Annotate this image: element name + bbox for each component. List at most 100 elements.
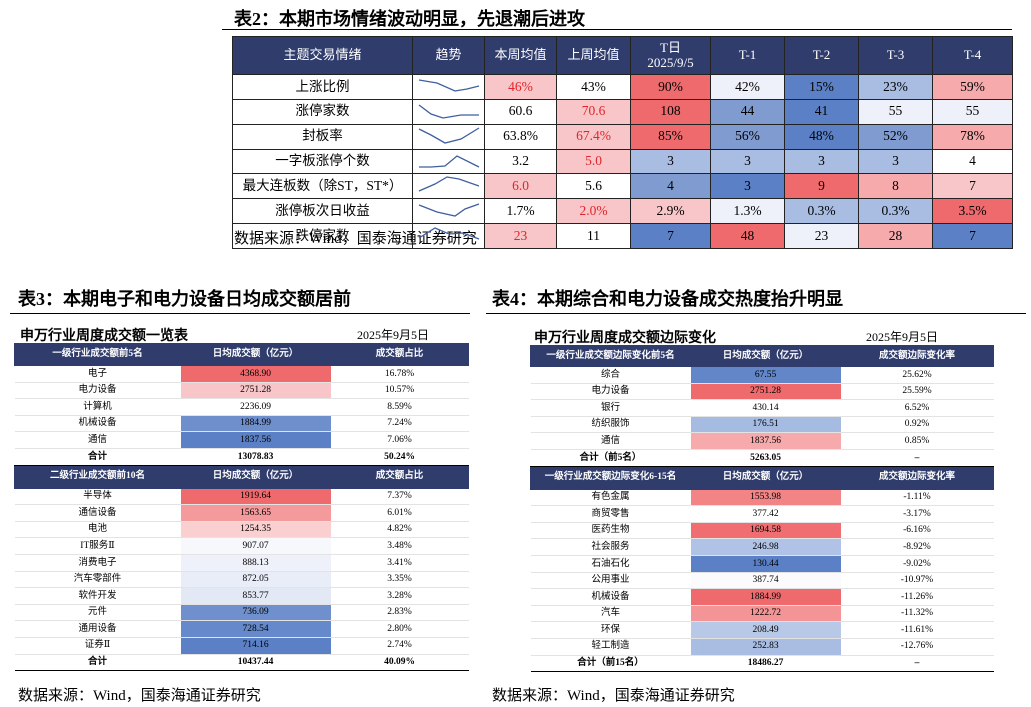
- header-cell: 日均成交额（亿元）: [690, 465, 841, 490]
- date: 2025年9月5日: [866, 330, 939, 344]
- row: 半导体 1919.64 7.37%: [14, 488, 469, 506]
- header-row: 一级行业成交额边际变化前5名 日均成交额（亿元） 成交额边际变化率: [530, 345, 994, 367]
- value-cell: 176.51: [690, 416, 841, 434]
- value-cell: 23: [784, 223, 859, 249]
- row: 上涨比例 46% 43% 90% 42% 15% 23% 59%: [232, 74, 1013, 100]
- value-cell: 0.3%: [784, 198, 859, 225]
- source: 数据来源：Wind，国泰海通证券研究: [18, 688, 261, 704]
- header-cell: 上周均值: [556, 36, 631, 75]
- value-cell: 4: [630, 173, 711, 200]
- header-cell: T-2: [784, 36, 859, 75]
- header-row: 二级行业成交额前10名 日均成交额（亿元） 成交额占比: [14, 464, 469, 489]
- rule: [10, 313, 470, 314]
- row: 综合 67.55 25.62%: [530, 366, 994, 384]
- value-cell: 1254.35: [180, 521, 331, 539]
- row: 有色金属 1553.98 -1.11%: [530, 489, 994, 507]
- value-cell: 2.80%: [330, 620, 469, 638]
- row-label: 汽车零部件: [14, 571, 181, 589]
- total-row: 合计（前5名） 5263.05–: [530, 449, 994, 467]
- trend-line: [418, 203, 479, 217]
- value-cell: 15%: [784, 74, 859, 100]
- value-cell: 25.62%: [840, 366, 994, 384]
- header-cell: 一级行业成交额边际变化6-15名: [530, 465, 691, 490]
- row-label: 消费电子: [14, 554, 181, 572]
- row: 跌停家数 23 11 7 48 23 28 7: [232, 223, 1013, 249]
- value-cell: 3.41%: [330, 554, 469, 572]
- row-label: 综合: [530, 366, 691, 384]
- row: 软件开发 853.77 3.28%: [14, 587, 469, 605]
- value-cell: 1.7%: [484, 198, 557, 225]
- caption: 申万行业周度成交额边际变化: [534, 331, 716, 346]
- value-cell: 1884.99: [690, 588, 841, 606]
- row: 证券Ⅱ 714.16 2.74%: [14, 637, 469, 655]
- value-cell: 2.74%: [330, 637, 469, 655]
- row-label: 电池: [14, 521, 181, 539]
- header-cell: 成交额占比: [330, 343, 469, 366]
- value-cell: –: [840, 655, 994, 673]
- row: 社会服务 246.98 -8.92%: [530, 538, 994, 556]
- row-label: 一字板涨停个数: [232, 148, 413, 175]
- value-cell: 23: [484, 223, 557, 249]
- value-cell: 18486.27: [690, 655, 841, 673]
- trend-line: [418, 176, 479, 192]
- value-cell: 0.92%: [840, 416, 994, 434]
- row: 通信 1837.56 7.06%: [14, 431, 469, 449]
- value-cell: 85%: [630, 123, 711, 150]
- value-cell: 714.16: [180, 637, 331, 655]
- row-label: 计算机: [14, 398, 181, 416]
- value-cell: 16.78%: [330, 365, 469, 383]
- header-cell: T-1: [710, 36, 785, 75]
- value-cell: 50.24%: [330, 448, 469, 466]
- trend-line: [418, 154, 479, 168]
- header-row: 一级行业成交额前5名 日均成交额（亿元） 成交额占比: [14, 343, 469, 366]
- total-row: 合计（前15名） 18486.27–: [530, 655, 994, 673]
- value-cell: 3: [858, 148, 933, 175]
- row-label: 电力设备: [14, 382, 181, 400]
- row: 商贸零售 377.42 -3.17%: [530, 505, 994, 523]
- total-row: 合计 10437.44 40.09%: [14, 654, 469, 672]
- trend-line: [418, 79, 479, 92]
- value-cell: 130.44: [690, 555, 841, 573]
- value-cell: 10437.44: [180, 654, 331, 672]
- value-cell: 1694.58: [690, 522, 841, 540]
- table-title: 表3：本期电子和电力设备日均成交额居前: [18, 289, 351, 309]
- value-cell: 67.55: [690, 366, 841, 384]
- value-cell: 7: [932, 223, 1013, 249]
- row-label: 环保: [530, 621, 691, 639]
- sparkline: [418, 203, 479, 217]
- value-cell: 40.09%: [330, 654, 469, 672]
- value-cell: -11.61%: [840, 621, 994, 639]
- value-cell: 3.48%: [330, 537, 469, 555]
- value-cell: 43%: [556, 74, 631, 100]
- table-title: 表4：本期综合和电力设备成交热度抬升明显: [492, 289, 843, 309]
- row: 汽车零部件 872.05 3.35%: [14, 571, 469, 589]
- value-cell: -12.76%: [840, 638, 994, 656]
- row: 涨停板次日收益 1.7% 2.0% 2.9% 1.3% 0.3% 0.3% 3.5%: [232, 198, 1013, 225]
- value-cell: 28: [858, 223, 933, 249]
- value-cell: 8: [858, 173, 933, 200]
- value-cell: 252.83: [690, 638, 841, 656]
- value-cell: 1.3%: [710, 198, 785, 225]
- row-label: 轻工制造: [530, 638, 691, 656]
- row: IT服务Ⅱ 907.07 3.48%: [14, 537, 469, 555]
- row-label: 电力设备: [530, 383, 691, 401]
- header-cell: 本周均值: [484, 36, 557, 75]
- header-cell: 成交额边际变化率: [840, 465, 994, 490]
- row-label: 银行: [530, 399, 691, 417]
- trend-cell: [412, 123, 485, 150]
- table: 一级行业成交额边际变化前5名 日均成交额（亿元） 成交额边际变化率 综合 67.55 25…: [530, 345, 994, 673]
- value-cell: 208.49: [690, 621, 841, 639]
- row: 封板率 63.8% 67.4% 85% 56% 48% 52% 78%: [232, 123, 1013, 150]
- trend-cell: [412, 98, 485, 125]
- value-cell: 387.74: [690, 572, 841, 590]
- value-cell: 41: [784, 98, 859, 125]
- value-cell: 246.98: [690, 538, 841, 556]
- value-cell: –: [840, 449, 994, 467]
- value-cell: 25.59%: [840, 383, 994, 401]
- row: 环保 208.49 -11.61%: [530, 621, 994, 639]
- value-cell: 59%: [932, 74, 1013, 100]
- value-cell: 1563.65: [180, 504, 331, 522]
- value-cell: 3.35%: [330, 571, 469, 589]
- trend-line: [418, 104, 479, 119]
- value-cell: 44: [710, 98, 785, 125]
